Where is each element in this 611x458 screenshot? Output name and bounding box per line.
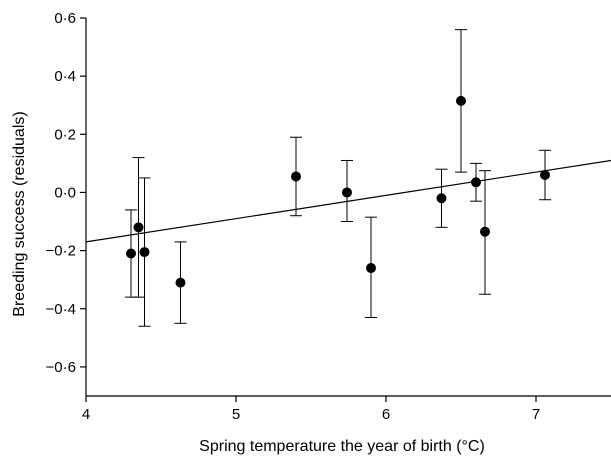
y-tick-label: 0·2	[54, 126, 76, 143]
axes: 0·6 0·4 0·2 0·0 −0·2 −0·4 −0·6 4 5 6 7	[46, 10, 611, 423]
x-tick-label: 6	[382, 406, 390, 423]
data-point	[175, 277, 186, 288]
data-point	[471, 177, 481, 188]
regression-line-group	[85, 159, 611, 243]
y-tick-label: 0·0	[54, 184, 76, 201]
data-points	[126, 95, 550, 288]
x-tick-label: 5	[232, 406, 240, 423]
data-point	[366, 263, 376, 274]
data-point	[540, 170, 550, 181]
data-point	[291, 171, 301, 182]
x-tick-label: 4	[82, 406, 90, 423]
y-tick-label: 0·4	[54, 68, 76, 85]
data-point	[480, 226, 490, 237]
y-tick-label: −0·4	[46, 301, 76, 318]
data-point	[436, 193, 447, 204]
y-axis-label: Breeding success (residuals)	[11, 111, 28, 316]
y-tick-label: −0·6	[46, 359, 76, 376]
data-point	[126, 248, 136, 259]
data-point	[342, 187, 352, 198]
data-point	[133, 222, 144, 233]
x-axis-label: Spring temperature the year of birth (°C…	[199, 438, 485, 455]
data-point	[139, 247, 150, 258]
x-tick-label: 7	[532, 406, 540, 423]
y-tick-label: −0·2	[46, 243, 76, 260]
error-bars	[125, 29, 551, 327]
y-tick-label: 0·6	[54, 10, 76, 27]
regression-line	[85, 159, 611, 243]
data-point	[456, 95, 466, 106]
